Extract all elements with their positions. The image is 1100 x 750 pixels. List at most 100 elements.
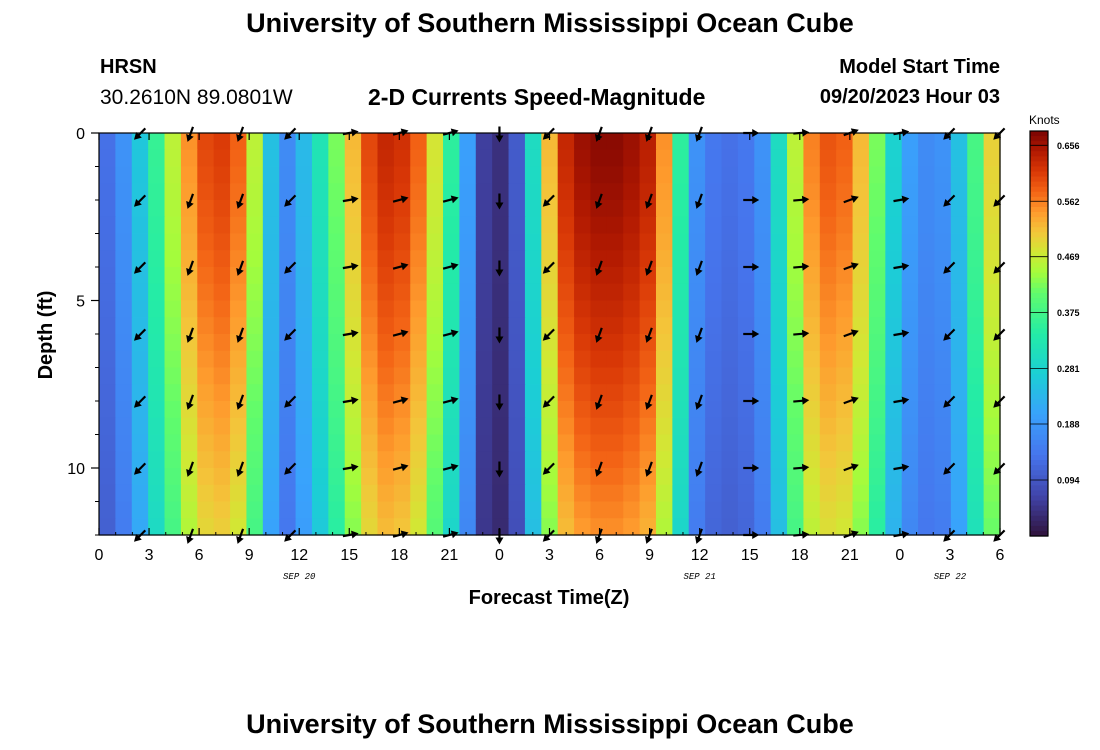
- heatmap-cell: [524, 468, 542, 486]
- heatmap-cell: [508, 434, 526, 452]
- date-label: SEP 21: [683, 572, 715, 582]
- heatmap-cell: [606, 166, 624, 184]
- heatmap-cell: [737, 133, 755, 151]
- current-vector-arrow: [236, 461, 245, 477]
- heatmap-cell: [655, 501, 673, 519]
- heatmap-cell: [721, 501, 739, 519]
- heatmap-cell: [770, 166, 788, 184]
- heatmap-cell: [213, 350, 231, 369]
- heatmap-cell: [901, 300, 919, 318]
- heatmap-cell: [164, 501, 182, 519]
- heatmap-cell: [197, 317, 215, 335]
- heatmap-cell: [148, 233, 166, 251]
- x-tick-label: 9: [245, 547, 254, 564]
- heatmap-cell: [754, 334, 772, 352]
- heatmap-cell: [967, 334, 985, 352]
- heatmap-cell: [721, 216, 739, 235]
- heatmap-cell: [803, 166, 821, 184]
- heatmap-cell: [410, 283, 428, 302]
- heatmap-cell: [393, 133, 411, 151]
- heatmap-cell: [524, 233, 542, 251]
- heatmap-cell: [131, 283, 149, 302]
- heatmap-cell: [836, 200, 854, 218]
- heatmap-cell: [852, 401, 870, 419]
- heatmap-cell: [967, 501, 985, 519]
- heatmap-cell: [754, 401, 772, 419]
- heatmap-cell: [688, 317, 706, 335]
- heatmap-cell: [475, 166, 493, 184]
- heatmap-cell: [836, 384, 854, 402]
- heatmap-cell: [737, 451, 755, 469]
- colorbar: 0.656 0.562 0.469 0.375 0.281 0.188 0.094: [1029, 130, 1080, 537]
- colorbar-segment: [1030, 212, 1048, 218]
- heatmap-cell: [655, 166, 673, 184]
- colorbar-unit-label: Knots: [1029, 113, 1060, 127]
- heatmap-cell: [705, 300, 723, 318]
- heatmap-cell: [180, 233, 198, 251]
- heatmap-cell: [623, 250, 641, 268]
- heatmap-cell: [787, 317, 805, 335]
- heatmap-cell: [541, 384, 559, 402]
- heatmap-cell: [410, 133, 428, 151]
- heatmap-cell: [590, 468, 608, 486]
- current-vector-arrow: [284, 261, 297, 274]
- heatmap-cell: [246, 367, 264, 385]
- current-vector-arrow: [743, 464, 760, 472]
- heatmap-cell: [950, 267, 968, 285]
- heatmap-cell: [655, 401, 673, 419]
- heatmap-cell: [393, 468, 411, 486]
- heatmap-cell: [492, 267, 510, 285]
- heatmap-cell: [99, 451, 116, 469]
- heatmap-cell: [213, 200, 231, 218]
- heatmap-cell: [295, 267, 313, 285]
- heatmap-cell: [901, 250, 919, 268]
- x-tick-label: 6: [996, 547, 1005, 564]
- heatmap-cell: [737, 183, 755, 201]
- heatmap-cell: [131, 518, 149, 536]
- heatmap-cell: [950, 334, 968, 352]
- heatmap-cell: [803, 267, 821, 285]
- heatmap-cell: [934, 283, 952, 302]
- heatmap-cell: [590, 250, 608, 268]
- heatmap-cell: [262, 267, 280, 285]
- heatmap-cell: [213, 417, 231, 436]
- colorbar-segment: [1030, 404, 1048, 411]
- heatmap-cell: [492, 250, 510, 268]
- heatmap-cell: [279, 166, 297, 184]
- heatmap-cell: [344, 350, 362, 369]
- heatmap-cell: [639, 401, 657, 419]
- colorbar-segment: [1030, 298, 1048, 304]
- heatmap-cell: [131, 384, 149, 402]
- heatmap-cell: [377, 417, 395, 436]
- heatmap-cell: [344, 200, 362, 218]
- heatmap-cell: [492, 133, 510, 151]
- heatmap-cell: [279, 384, 297, 402]
- heatmap-cell: [410, 518, 428, 536]
- heatmap-cell: [492, 216, 510, 235]
- heatmap-cell: [819, 250, 837, 268]
- heatmap-cell: [590, 334, 608, 352]
- heatmap-cell: [754, 501, 772, 519]
- heatmap-cell: [295, 350, 313, 369]
- heatmap-cell: [803, 250, 821, 268]
- current-vector-arrow: [542, 194, 555, 207]
- heatmap-cell: [475, 518, 493, 536]
- heatmap-cell: [606, 317, 624, 335]
- colorbar-segment: [1030, 186, 1048, 193]
- heatmap-cell: [574, 317, 592, 335]
- colorbar-segment: [1030, 429, 1048, 436]
- heatmap-cell: [787, 166, 805, 184]
- x-tick-label: 0: [895, 547, 904, 564]
- colorbar-segment: [1030, 485, 1048, 492]
- heatmap-cell: [279, 149, 297, 168]
- heatmap-cell: [180, 401, 198, 419]
- heatmap-cell: [590, 417, 608, 436]
- heatmap-cell: [967, 518, 985, 536]
- heatmap-cell: [574, 149, 592, 168]
- heatmap-cell: [492, 434, 510, 452]
- heatmap-cell: [459, 317, 477, 335]
- heatmap-cell: [459, 401, 477, 419]
- heatmap-cell: [262, 367, 280, 385]
- heatmap-cell: [230, 350, 248, 369]
- heatmap-cell: [639, 350, 657, 369]
